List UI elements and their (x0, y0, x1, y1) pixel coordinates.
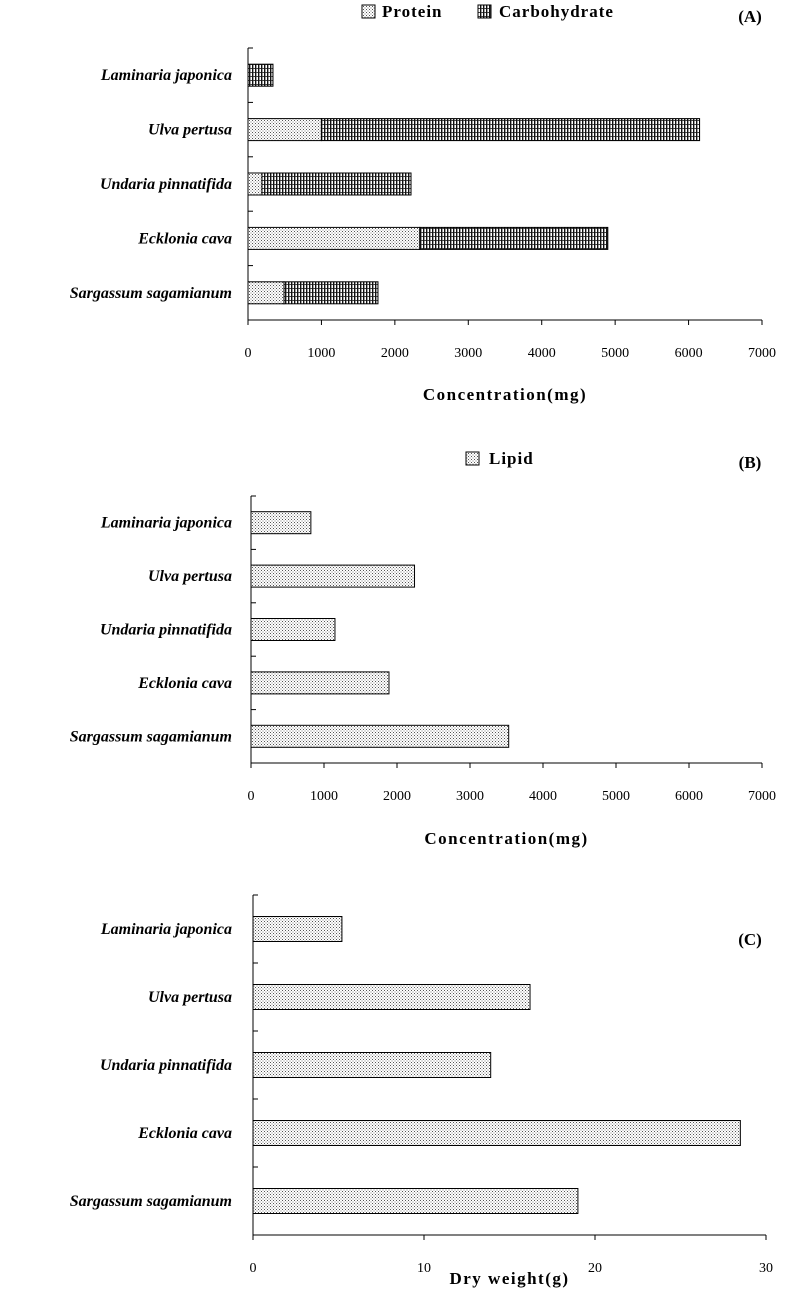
legend-label: Carbohydrate (499, 2, 614, 21)
category-label: Sargassum sagamianum (70, 728, 232, 745)
category-label: Laminaria japonica (100, 67, 232, 84)
bar-carbohydrate (283, 281, 379, 305)
bar-protein (247, 281, 285, 305)
x-tick-label: 0 (245, 346, 252, 361)
x-tick-label: 5000 (602, 789, 630, 804)
x-axis-title: Concentration(mg) (423, 385, 587, 404)
category-label: Ulva pertusa (148, 122, 232, 139)
category-label: Ecklonia cava (137, 675, 232, 692)
x-tick-label: 1000 (310, 789, 338, 804)
bar-carbohydrate (261, 172, 412, 196)
x-tick-label: 2000 (381, 346, 409, 361)
x-tick-label: 10 (417, 1261, 431, 1276)
x-tick-label: 0 (248, 789, 255, 804)
category-label: Undaria pinnatifida (100, 1057, 232, 1074)
bar-lipid (250, 511, 312, 535)
x-tick-label: 3000 (456, 789, 484, 804)
panel-label: (B) (739, 453, 762, 472)
category-label: Ulva pertusa (148, 989, 232, 1006)
x-tick-label: 7000 (748, 789, 776, 804)
category-label: Ecklonia cava (137, 1125, 232, 1142)
bar-value (252, 1052, 492, 1078)
x-axis-title: Dry weight(g) (449, 1269, 569, 1288)
x-tick-label: 3000 (454, 346, 482, 361)
bar-protein (247, 172, 263, 196)
bar-lipid (250, 564, 416, 588)
bar-carbohydrate (320, 118, 701, 142)
bar-value (252, 1188, 579, 1214)
legend-label: Lipid (489, 449, 534, 468)
bar-value (252, 984, 531, 1010)
category-label: Ecklonia cava (137, 230, 232, 247)
bar-value (252, 1120, 741, 1146)
bar-carbohydrate (247, 63, 274, 87)
legend-swatch (465, 451, 480, 466)
legend-label: Protein (382, 2, 443, 21)
panel-label: (C) (738, 930, 762, 949)
x-tick-label: 0 (250, 1261, 257, 1276)
category-label: Laminaria japonica (100, 515, 232, 532)
bar-value (252, 916, 343, 942)
x-tick-label: 5000 (601, 346, 629, 361)
category-label: Laminaria japonica (100, 921, 232, 938)
category-label: Ulva pertusa (148, 568, 232, 585)
bar-carbohydrate (419, 226, 609, 250)
x-tick-label: 30 (759, 1261, 773, 1276)
x-axis-title: Concentration(mg) (424, 829, 588, 848)
bar-lipid (250, 724, 510, 748)
category-label: Undaria pinnatifida (100, 176, 232, 193)
bar-protein (247, 226, 421, 250)
x-tick-label: 2000 (383, 789, 411, 804)
bar-lipid (250, 618, 336, 641)
bar-protein (247, 118, 322, 142)
category-label: Sargassum sagamianum (70, 1193, 232, 1210)
x-tick-label: 4000 (528, 346, 556, 361)
x-tick-label: 4000 (529, 789, 557, 804)
legend-swatch (477, 4, 492, 19)
legend-swatch (361, 4, 376, 19)
x-tick-label: 20 (588, 1261, 602, 1276)
x-tick-label: 7000 (748, 346, 776, 361)
category-label: Undaria pinnatifida (100, 622, 232, 639)
category-label: Sargassum sagamianum (70, 285, 232, 302)
x-tick-label: 6000 (675, 346, 703, 361)
x-tick-label: 6000 (675, 789, 703, 804)
bar-lipid (250, 671, 390, 695)
panel-label: (A) (738, 7, 762, 26)
x-tick-label: 1000 (307, 346, 335, 361)
